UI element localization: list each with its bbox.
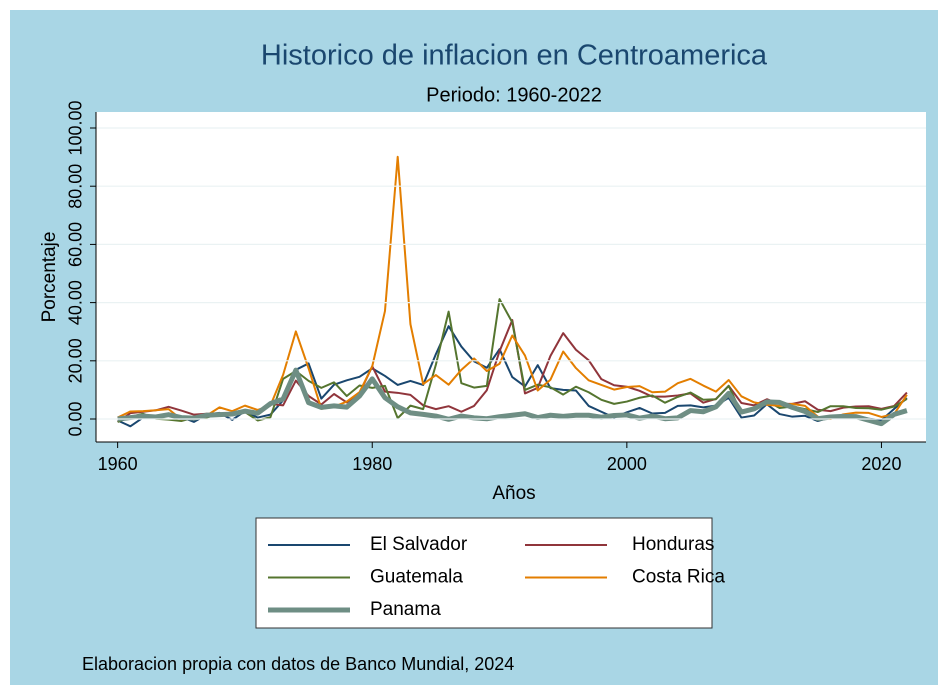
x-tick-label: 2020 <box>861 454 901 474</box>
series-line <box>117 367 908 427</box>
chart-subtitle: Periodo: 1960-2022 <box>426 84 602 106</box>
legend-label: El Salvador <box>370 534 468 555</box>
legend-label: Panama <box>370 599 441 620</box>
y-tick-label: 0.00 <box>66 401 86 436</box>
chart-title: Historico de inflacion en Centroamerica <box>261 40 768 72</box>
x-tick-label: 2000 <box>607 454 647 474</box>
legend-label: Guatemala <box>370 567 463 588</box>
chart-note: Elaboracion propia con datos de Banco Mu… <box>82 654 514 674</box>
y-tick-label: 60.00 <box>66 222 86 267</box>
y-tick-label: 40.00 <box>66 280 86 325</box>
plot <box>117 155 908 428</box>
x-tick-label: 1980 <box>352 454 392 474</box>
x-axis-title: Años <box>492 483 535 504</box>
y-tick-label: 20.00 <box>66 338 86 383</box>
legend-label: Costa Rica <box>632 567 725 588</box>
legend-label: Honduras <box>632 534 714 555</box>
y-tick-label: 100.00 <box>66 100 86 155</box>
plot-area <box>96 112 926 442</box>
y-tick-label: 80.00 <box>66 164 86 209</box>
y-axis-title: Porcentaje <box>39 232 60 323</box>
series-line <box>117 155 908 421</box>
x-tick-label: 1960 <box>98 454 138 474</box>
